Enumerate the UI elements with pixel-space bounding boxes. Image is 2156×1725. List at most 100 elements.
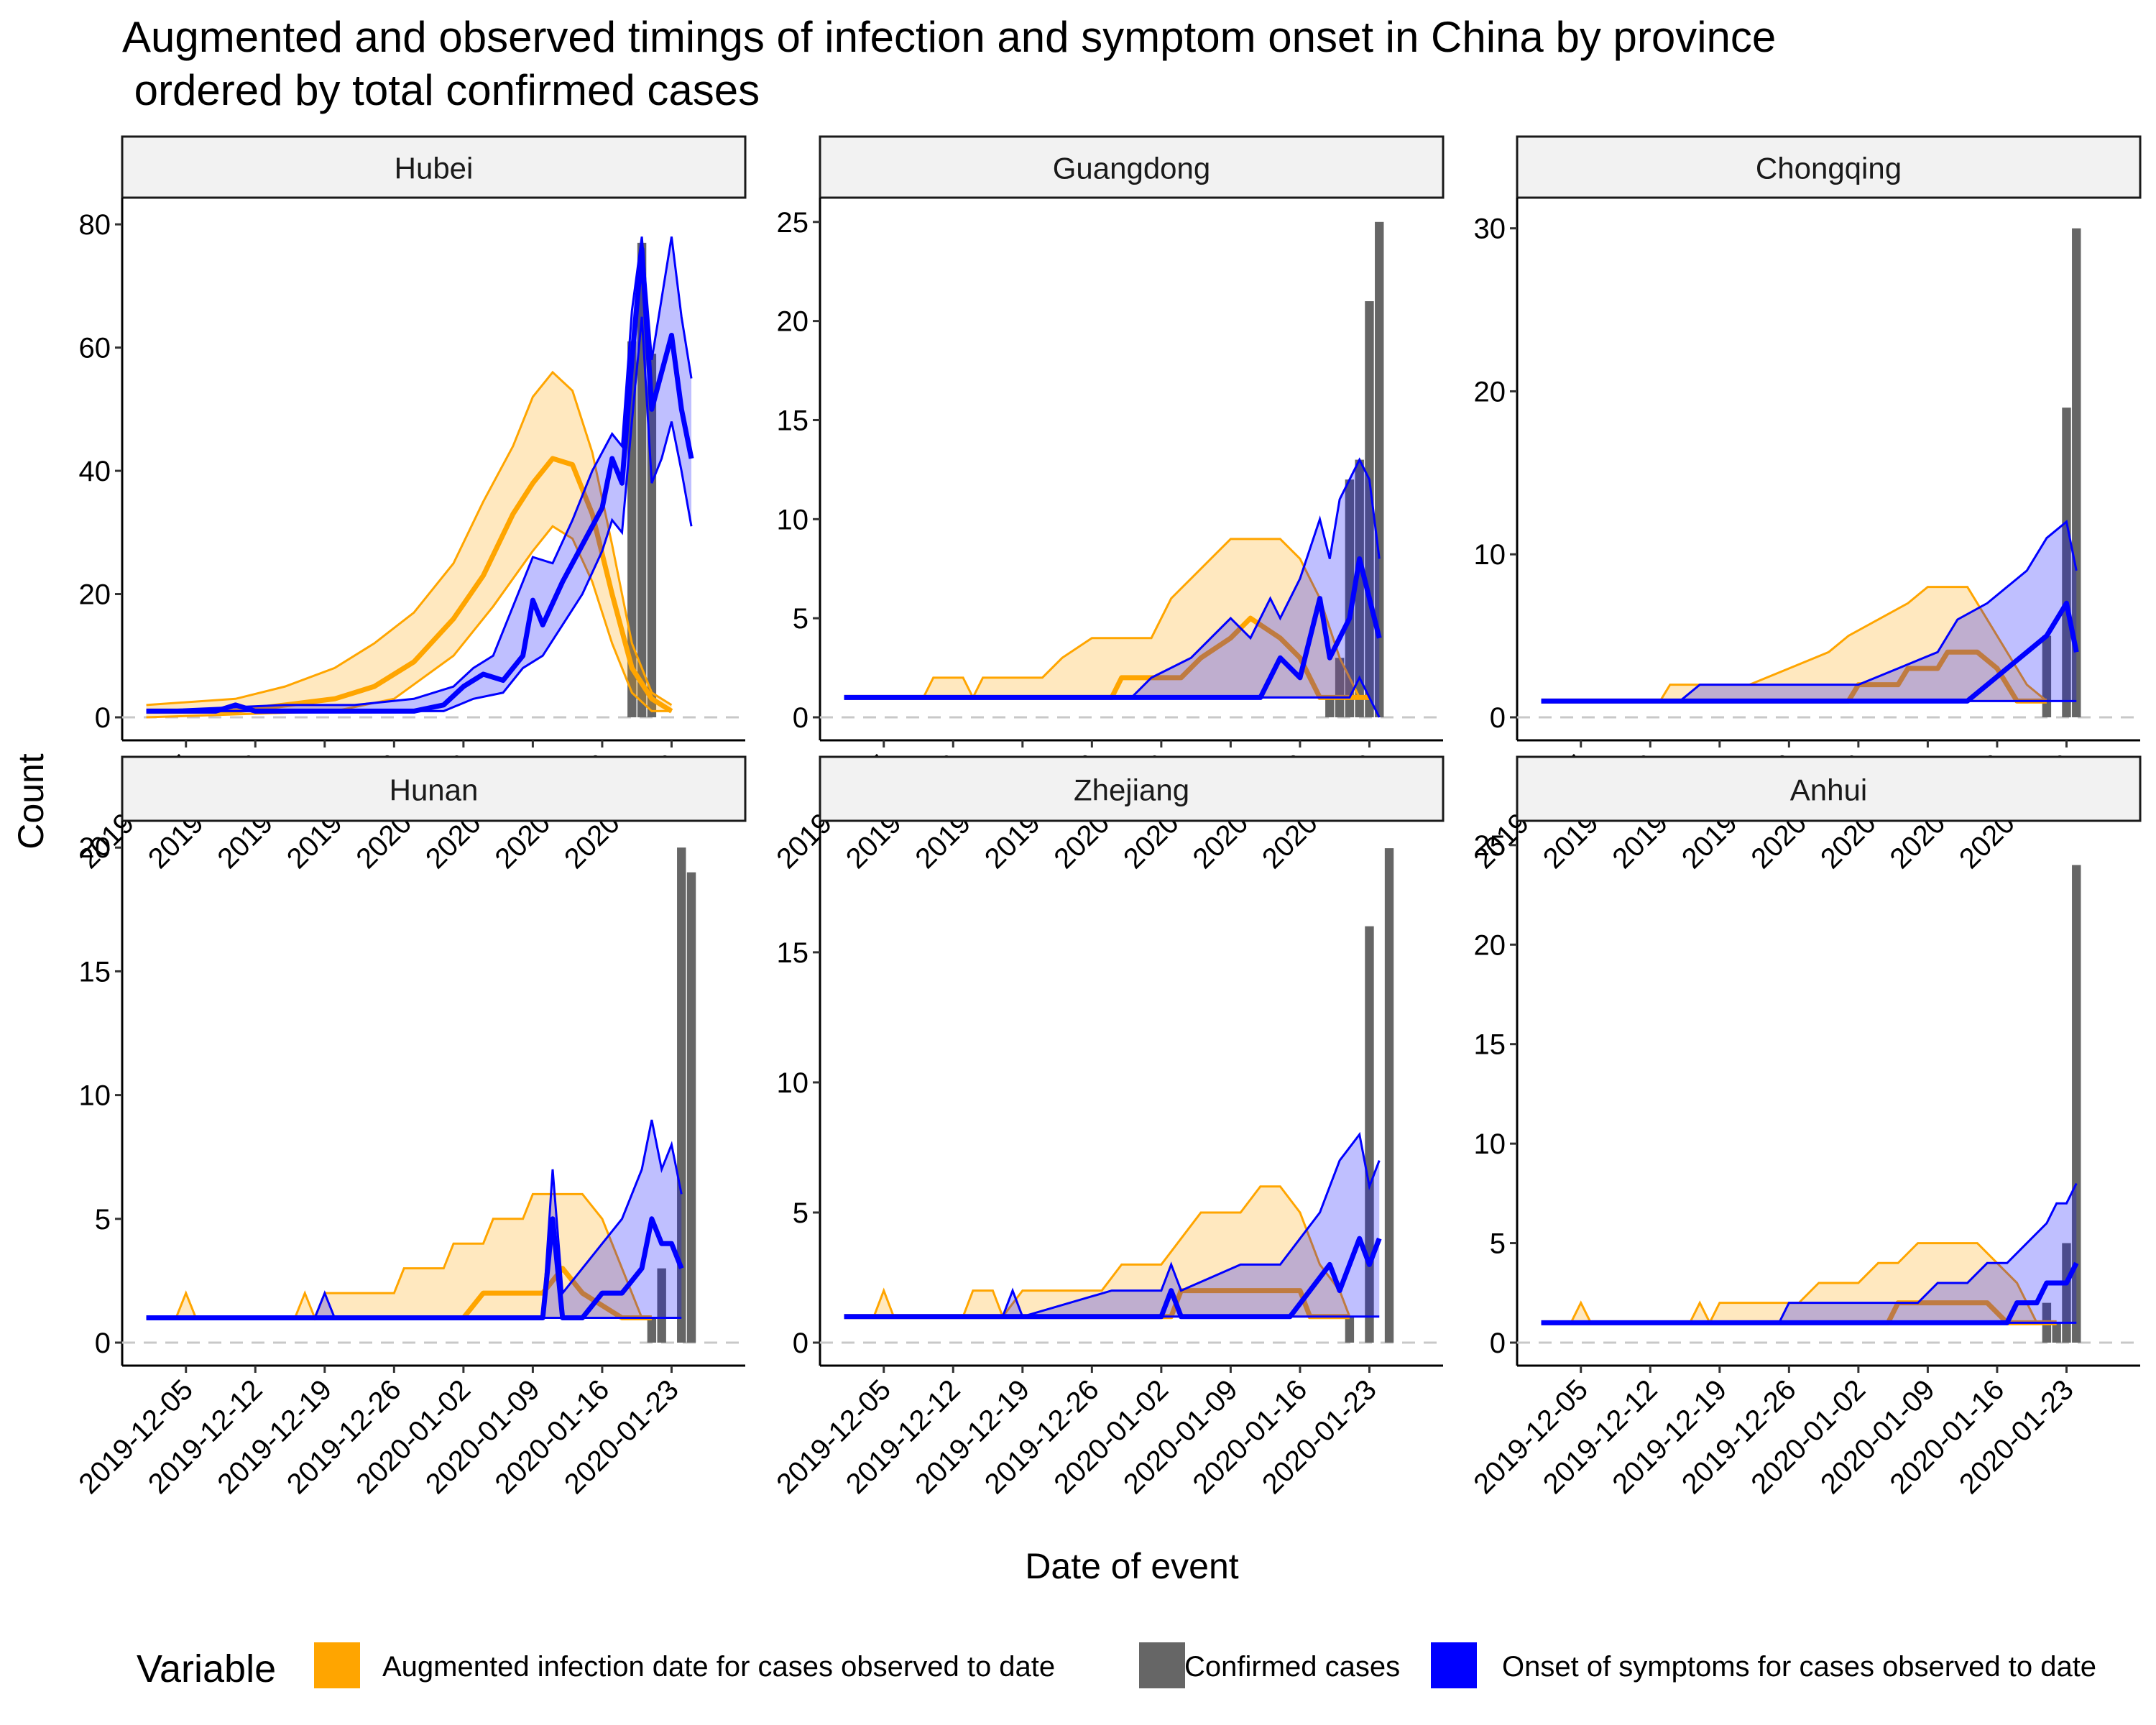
y-tick-label: 20: [79, 832, 111, 864]
facet-strip: [121, 755, 747, 822]
y-tick-label: 15: [777, 405, 809, 436]
onset-median-line: [844, 1236, 1382, 1320]
infection-interval-band: [146, 1194, 652, 1318]
facet-strip: [819, 755, 1445, 822]
onset-interval-band: [1541, 1183, 2077, 1323]
onset-upper-line: [1541, 1182, 2078, 1324]
facet-label: Anhui: [1790, 773, 1867, 807]
legend-label-confirmed: Confirmed cases: [1184, 1651, 1400, 1683]
facet-label: Zhejiang: [1074, 773, 1189, 807]
confirmed-bar: [2042, 635, 2052, 717]
legend: Variable Augmented infection date for ca…: [137, 1642, 2096, 1690]
onset-interval-band: [1541, 521, 2077, 702]
onset-median-line: [1541, 600, 2079, 704]
y-tick-label: 20: [1474, 929, 1506, 961]
facet-strip: [1516, 135, 2142, 199]
onset-median-line: [1541, 1261, 2079, 1325]
confirmed-bar: [647, 1317, 657, 1343]
confirmed-bar: [1345, 1316, 1355, 1343]
y-tick-label: 10: [1474, 1128, 1506, 1160]
y-tick-label: 0: [95, 702, 111, 734]
infection-median-line: [146, 456, 673, 714]
y-tick-label: 10: [1474, 539, 1506, 571]
facet-label: Hubei: [395, 152, 474, 185]
confirmed-bar: [686, 872, 696, 1343]
confirmed-bar: [2072, 865, 2081, 1343]
y-tick-label: 40: [79, 456, 111, 487]
y-tick-label: 5: [793, 1197, 808, 1229]
facet-label: Guangdong: [1053, 152, 1211, 185]
infection-median-line: [844, 615, 1370, 700]
onset-interval-band: [844, 1134, 1380, 1317]
y-tick-label: 30: [1474, 213, 1506, 245]
y-tick-label: 25: [777, 207, 809, 239]
onset-median-line: [146, 246, 694, 714]
confirmed-bar: [677, 847, 686, 1343]
y-tick-label: 0: [95, 1328, 111, 1359]
infection-upper-line: [844, 538, 1370, 700]
legend-swatch-infection: [314, 1642, 360, 1688]
onset-upper-line: [1541, 520, 2078, 702]
y-tick-label: 5: [95, 1204, 111, 1236]
y-tick-label: 10: [777, 1067, 809, 1099]
y-tick-label: 5: [793, 603, 808, 635]
y-tick-label: 60: [79, 333, 111, 364]
y-tick-label: 80: [79, 209, 111, 241]
confirmed-bar: [2062, 408, 2071, 717]
y-tick-label: 0: [1490, 702, 1506, 734]
legend-title: Variable: [137, 1647, 276, 1690]
confirmed-bar: [1375, 221, 1384, 717]
confirmed-bar: [1384, 848, 1394, 1343]
onset-upper-line: [146, 236, 693, 712]
confirmed-bar: [1345, 479, 1355, 717]
legend-label-infection: Augmented infection date for cases obser…: [382, 1651, 1055, 1683]
onset-median-line: [146, 1216, 684, 1321]
legend-swatch-onset: [1431, 1642, 1477, 1688]
onset-upper-line: [844, 1131, 1381, 1318]
confirmed-bar: [1335, 658, 1345, 717]
x-axis-title: Date of event: [1025, 1546, 1239, 1586]
confirmed-bar: [1355, 459, 1364, 717]
y-tick-label: 0: [793, 702, 808, 734]
onset-upper-line: [844, 457, 1381, 699]
legend-swatch-confirmed: [1139, 1642, 1185, 1688]
facet-strip: [819, 135, 1445, 199]
y-tick-label: 0: [793, 1328, 808, 1359]
confirmed-bar: [2052, 1322, 2061, 1343]
y-axis-title: Count: [11, 753, 51, 850]
facet-label: Chongqing: [1756, 152, 1902, 185]
chart-title-line1: Augmented and observed timings of infect…: [122, 13, 1776, 61]
y-tick-label: 20: [79, 579, 111, 611]
y-tick-label: 25: [1474, 830, 1506, 862]
infection-interval-band: [844, 538, 1370, 698]
confirmed-bar: [1325, 697, 1335, 717]
y-tick-label: 15: [1474, 1029, 1506, 1061]
y-tick-label: 0: [1490, 1328, 1506, 1359]
onset-interval-band: [844, 459, 1380, 717]
chart-title-line2: ordered by total confirmed cases: [122, 66, 760, 114]
infection-upper-line: [146, 370, 673, 707]
y-tick-label: 10: [777, 504, 809, 535]
infection-interval-band: [844, 1186, 1350, 1317]
infection-interval-band: [1541, 586, 2047, 702]
onset-lower-line: [146, 316, 693, 712]
confirmed-bar: [2072, 228, 2081, 717]
y-tick-label: 15: [79, 956, 111, 988]
infection-interval-band: [146, 372, 672, 717]
facet-strip: [1516, 755, 2142, 822]
onset-upper-line: [146, 1119, 683, 1320]
confirmed-bar: [1365, 926, 1374, 1343]
confirmed-bar: [657, 1268, 666, 1343]
y-tick-label: 20: [1474, 376, 1506, 408]
confirmed-bar: [2062, 1243, 2071, 1343]
infection-lower-line: [146, 525, 672, 719]
y-tick-label: 20: [777, 306, 809, 338]
y-tick-label: 5: [1490, 1228, 1506, 1260]
facet-strip: [121, 135, 747, 199]
facet-label: Hunan: [390, 773, 479, 807]
y-tick-label: 10: [79, 1080, 111, 1112]
infection-median-line: [146, 1266, 652, 1321]
legend-label-onset: Onset of symptoms for cases observed to …: [1502, 1651, 2096, 1683]
y-tick-label: 15: [777, 937, 809, 969]
